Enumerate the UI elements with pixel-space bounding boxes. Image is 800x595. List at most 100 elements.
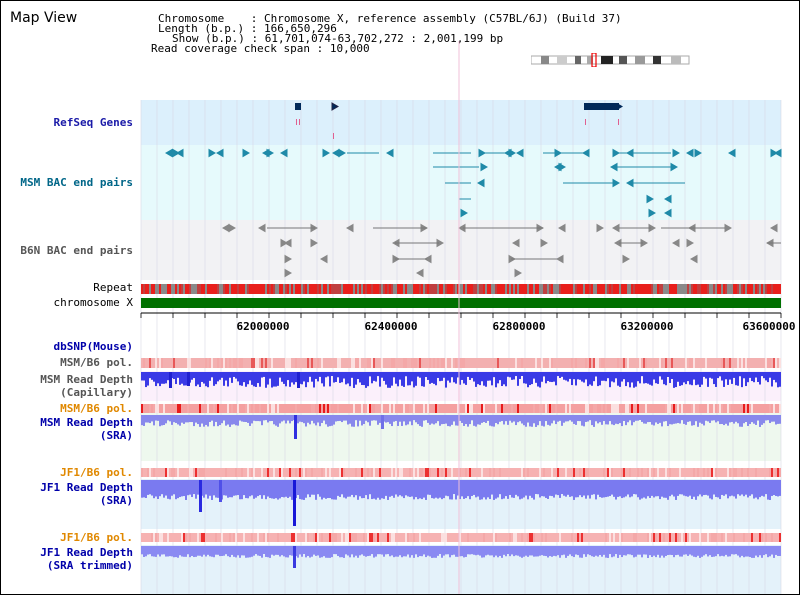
gene-feature[interactable] [331,102,339,111]
repeat-segment [485,284,487,294]
track-label-msm-read-depth[interactable]: MSM Read Depth [40,373,133,386]
repeat-segment [635,284,637,294]
polymorphism-segment [413,468,415,477]
polymorphism-segment [405,468,407,477]
polymorphism-segment [727,468,729,477]
polymorphism-segment [657,468,659,477]
read-depth-bar [219,546,221,557]
repeat-segment [585,284,587,294]
polymorphism-segment [581,358,583,368]
polymorphism-segment [615,404,617,413]
read-depth-bar [741,546,743,556]
polymorphism-segment [463,358,465,368]
read-depth-bar [385,372,387,385]
polymorphism-segment [635,533,637,542]
read-depth-bar [377,372,379,377]
polymorphism-segment [417,468,419,477]
read-depth-bar [399,546,401,556]
polymorphism-segment [611,358,613,368]
polymorphism-segment [235,358,237,368]
read-depth-bar [761,415,763,425]
read-depth-bar [497,480,499,498]
polymorphism-segment [583,468,585,477]
polymorphism-segment [407,533,409,542]
read-depth-bar [471,372,473,379]
read-depth-bar [589,415,591,421]
polymorphism-segment [683,468,685,477]
polymorphism-segment [455,468,457,477]
polymorphism-segment [763,468,765,477]
refseq-genes[interactable] [295,102,623,139]
polymorphism-segment [723,358,725,368]
read-depth-bar [729,546,731,557]
read-depth-bar [265,480,267,500]
polymorphism-segment [577,358,579,368]
polymorphism-segment [671,404,673,413]
repeat-segment [619,284,621,294]
read-depth-bar [335,415,337,422]
read-depth-bar [211,415,213,421]
b6n-bac-end-pairs[interactable] [222,223,781,278]
polymorphism-segment [673,533,675,542]
repeat-segment [761,284,763,294]
polymorphism-segment [221,468,223,477]
polymorphism-segment [719,404,721,413]
msm-bac-end-pairs[interactable] [165,148,782,218]
repeat-segment [665,284,667,294]
read-depth-bar [255,415,257,422]
track-label-msm-bac[interactable]: MSM BAC end pairs [20,176,133,189]
read-depth-bar [273,546,275,556]
read-depth-spike [381,415,384,429]
track-label-chromosome[interactable]: chromosome X [53,296,133,309]
read-depth-bar [421,546,423,557]
read-depth-bar [373,546,375,558]
polymorphism-segment [549,358,551,368]
ideogram-band [541,56,549,64]
polymorphism-segment [607,358,609,368]
read-depth-bar [237,415,239,426]
polymorphism-segment [405,358,407,368]
polymorphism-segment [731,533,733,542]
read-depth-bar [729,415,731,423]
chromosome-ideogram[interactable] [531,53,691,67]
polymorphism-segment [425,468,427,477]
polymorphism-segment [143,468,145,477]
read-depth-bar [631,546,633,556]
read-depth-bar [251,372,253,385]
polymorphism-segment [615,468,617,477]
track-label-b6n-bac[interactable]: B6N BAC end pairs [20,244,133,257]
repeat-segment [491,284,493,294]
read-depth-bar [681,415,683,421]
read-depth-bar [737,415,739,424]
read-depth-bar [621,372,623,382]
read-depth-bar [253,480,255,499]
polymorphism-segment [199,468,201,477]
polymorphism-segment [337,358,339,368]
polymorphism-segment [489,358,491,368]
read-depth-bar [669,546,671,555]
polymorphism-segment [673,468,675,477]
track-label-jf1-b6-pol[interactable]: JF1/B6 pol. [60,466,133,479]
track-label-jf1-read-depth-trimmed[interactable]: JF1 Read Depth [40,546,133,559]
polymorphism-segment [453,468,455,477]
gene-feature[interactable] [584,103,619,110]
track-label-refseq[interactable]: RefSeq Genes [53,116,133,129]
read-depth-bar [643,415,645,424]
polymorphism-segment [465,533,467,542]
repeat-segment [309,284,311,294]
gene-feature[interactable] [295,103,301,110]
gene-feature[interactable] [617,103,623,110]
track-label-dbsnp[interactable]: dbSNP(Mouse) [53,340,133,353]
chromosome-value: Chromosome X, reference assembly (C57BL/… [263,12,622,25]
repeat-segment [711,284,713,294]
read-depth-bar [525,480,527,496]
track-label-msm-b6-pol-2[interactable]: MSM/B6 pol. [60,402,133,415]
track-label-jf1-b6-pol-2[interactable]: JF1/B6 pol. [60,531,133,544]
track-label-msm-read-depth-sra[interactable]: MSM Read Depth [40,416,133,429]
read-depth-bar [185,372,187,386]
track-label-repeat[interactable]: Repeat [93,281,133,294]
track-label-msm-b6-pol[interactable]: MSM/B6 pol. [60,356,133,369]
track-label-jf1-read-depth-sra[interactable]: JF1 Read Depth [40,481,133,494]
read-depth-bar [307,415,309,423]
